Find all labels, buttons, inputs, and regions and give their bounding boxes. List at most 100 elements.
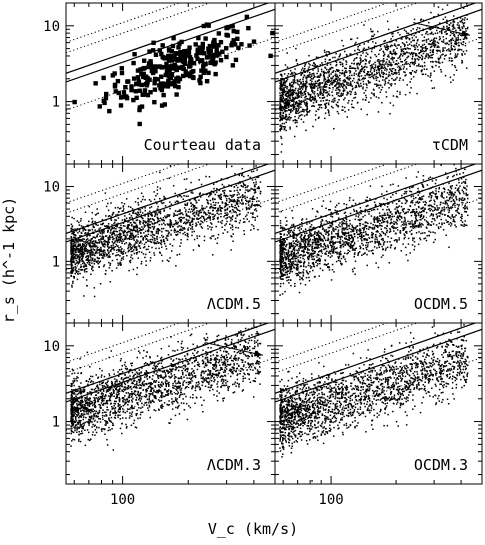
panel-lambda-cdm-5-point bbox=[177, 201, 180, 203]
panel-courteau-data-point bbox=[198, 74, 203, 80]
panel-lambda-cdm-5-point bbox=[133, 222, 136, 224]
panel-lambda-cdm-5-point bbox=[235, 203, 238, 205]
panel-lambda-cdm-5-point bbox=[253, 184, 256, 186]
panel-tau-cdm-point bbox=[359, 70, 361, 72]
panel-lambda-cdm-5-point bbox=[70, 240, 73, 243]
panel-lambda-cdm-5-point bbox=[89, 229, 91, 232]
panel-lambda-cdm-5-point bbox=[205, 199, 208, 201]
panel-lambda-cdm-5-point bbox=[164, 197, 167, 199]
panel-lambda-cdm-5-point bbox=[190, 208, 193, 210]
panel-lambda-cdm-5-point bbox=[71, 261, 73, 264]
panel-tau-cdm-point bbox=[428, 43, 431, 45]
panel-courteau-data-point bbox=[167, 66, 173, 72]
panel-tau-cdm-point bbox=[369, 65, 372, 67]
panel-tau-cdm-point bbox=[306, 71, 309, 73]
panel-tau-cdm-point bbox=[390, 62, 392, 64]
panel-tau-cdm-point bbox=[425, 32, 427, 35]
panel-lambda-cdm-5-point bbox=[76, 270, 78, 272]
panel-tau-cdm-point bbox=[404, 52, 407, 55]
panel-lambda-cdm-5-point bbox=[215, 191, 218, 193]
panel-tau-cdm-point bbox=[398, 73, 400, 76]
panel-ocdm-5-point bbox=[417, 202, 420, 205]
panel-tau-cdm-point bbox=[367, 73, 370, 76]
panel-tau-cdm-point bbox=[322, 86, 325, 88]
panel-lambda-cdm-5-point bbox=[156, 186, 159, 188]
panel-lambda-cdm-5-point bbox=[139, 209, 142, 211]
panel-lambda-cdm-5-point bbox=[71, 265, 73, 268]
panel-courteau-data-point bbox=[115, 78, 121, 84]
panel-tau-cdm-point bbox=[414, 54, 417, 57]
panel-tau-cdm-point bbox=[309, 79, 312, 82]
panel-ocdm-5-point bbox=[425, 226, 428, 229]
panel-tau-cdm-point bbox=[280, 128, 283, 130]
panel-tau-cdm-point bbox=[410, 41, 412, 43]
panel-lambda-cdm-5-point bbox=[100, 223, 102, 226]
panel-lambda-cdm-5-point bbox=[160, 239, 163, 242]
panel-lambda-cdm-5-point bbox=[250, 205, 253, 207]
panel-tau-cdm-point bbox=[300, 110, 302, 113]
panel-ocdm-5-point bbox=[370, 222, 372, 225]
panel-lambda-cdm-5-point bbox=[114, 225, 117, 227]
panel-tau-cdm-point bbox=[411, 58, 414, 60]
panel-lambda-cdm-5-point bbox=[83, 261, 85, 264]
panel-courteau-data-point bbox=[116, 90, 121, 96]
panel-ocdm-5-point bbox=[404, 234, 406, 237]
panel-tau-cdm-point bbox=[345, 67, 347, 70]
panel-lambda-cdm-5-point bbox=[92, 231, 94, 233]
panel-lambda-cdm-5-point bbox=[253, 185, 256, 187]
panel-tau-cdm-point bbox=[285, 121, 287, 123]
panel-tau-cdm-point bbox=[338, 74, 341, 77]
panel-lambda-cdm-5-point bbox=[124, 220, 126, 222]
panel-tau-cdm-point bbox=[395, 62, 398, 65]
panel-courteau-data-point bbox=[198, 58, 203, 64]
panel-ocdm-5-point bbox=[286, 220, 288, 222]
panel-lambda-cdm-5-point bbox=[143, 243, 146, 246]
panel-ocdm-5-point bbox=[435, 224, 438, 226]
panel-lambda-cdm-5-point bbox=[213, 217, 215, 220]
panel-lambda-cdm-5-point bbox=[85, 245, 87, 248]
panel-tau-cdm-point bbox=[411, 62, 414, 65]
panel-lambda-cdm-5-point bbox=[173, 228, 176, 230]
panel-lambda-cdm-5-point bbox=[155, 230, 158, 233]
panel-tau-cdm-point bbox=[367, 80, 370, 82]
panel-lambda-cdm-5-point bbox=[189, 221, 191, 224]
panel-lambda-cdm-5-point bbox=[86, 258, 88, 260]
panel-lambda-cdm-5-point bbox=[231, 224, 233, 227]
panel-lambda-cdm-5-point bbox=[103, 249, 105, 251]
panel-tau-cdm-point bbox=[287, 90, 290, 92]
panel-ocdm-5-point bbox=[308, 240, 311, 242]
panel-lambda-cdm-5-point bbox=[194, 198, 196, 200]
panel-tau-cdm-point bbox=[292, 82, 295, 85]
panel-tau-cdm-point bbox=[339, 72, 341, 74]
panel-lambda-cdm-5-point bbox=[129, 246, 132, 248]
panel-lambda-cdm-5-point bbox=[104, 192, 107, 194]
panel-tau-cdm-point bbox=[457, 48, 460, 51]
panel-lambda-cdm-5-point bbox=[231, 218, 234, 221]
panel-tau-cdm-point bbox=[378, 71, 380, 74]
panel-lambda-cdm-5-point bbox=[187, 221, 189, 223]
panel-lambda-cdm-5-point bbox=[142, 237, 144, 240]
panel-tau-cdm-point bbox=[410, 52, 412, 55]
panel-tau-cdm-point bbox=[427, 75, 429, 77]
panel-lambda-cdm-5-point bbox=[109, 238, 111, 240]
panel-ocdm-5-point bbox=[288, 242, 291, 245]
panel-lambda-cdm-5-point bbox=[113, 249, 115, 251]
panel-tau-cdm-point bbox=[388, 56, 390, 58]
panel-lambda-cdm-5-point bbox=[236, 214, 238, 216]
panel-courteau-data-point bbox=[171, 80, 177, 86]
panel-tau-cdm-point bbox=[391, 35, 394, 38]
panel-tau-cdm-point bbox=[286, 66, 289, 68]
panel-lambda-cdm-5-point bbox=[107, 209, 110, 212]
panel-tau-cdm-point bbox=[349, 84, 351, 86]
panel-tau-cdm-point bbox=[297, 83, 299, 85]
panel-ocdm-5-point bbox=[446, 220, 449, 223]
panel-lambda-cdm-5-point bbox=[88, 259, 91, 262]
panel-tau-cdm-point bbox=[448, 59, 451, 62]
panel-lambda-cdm-5-point bbox=[208, 215, 210, 217]
panel-tau-cdm-point bbox=[362, 88, 364, 90]
panel-tau-cdm-point bbox=[360, 70, 363, 73]
panel-lambda-cdm-5-point bbox=[237, 191, 239, 194]
panel-lambda-cdm-5-point bbox=[110, 246, 112, 249]
panel-lambda-cdm-5-point bbox=[235, 220, 237, 223]
panel-tau-cdm-point bbox=[411, 69, 414, 72]
